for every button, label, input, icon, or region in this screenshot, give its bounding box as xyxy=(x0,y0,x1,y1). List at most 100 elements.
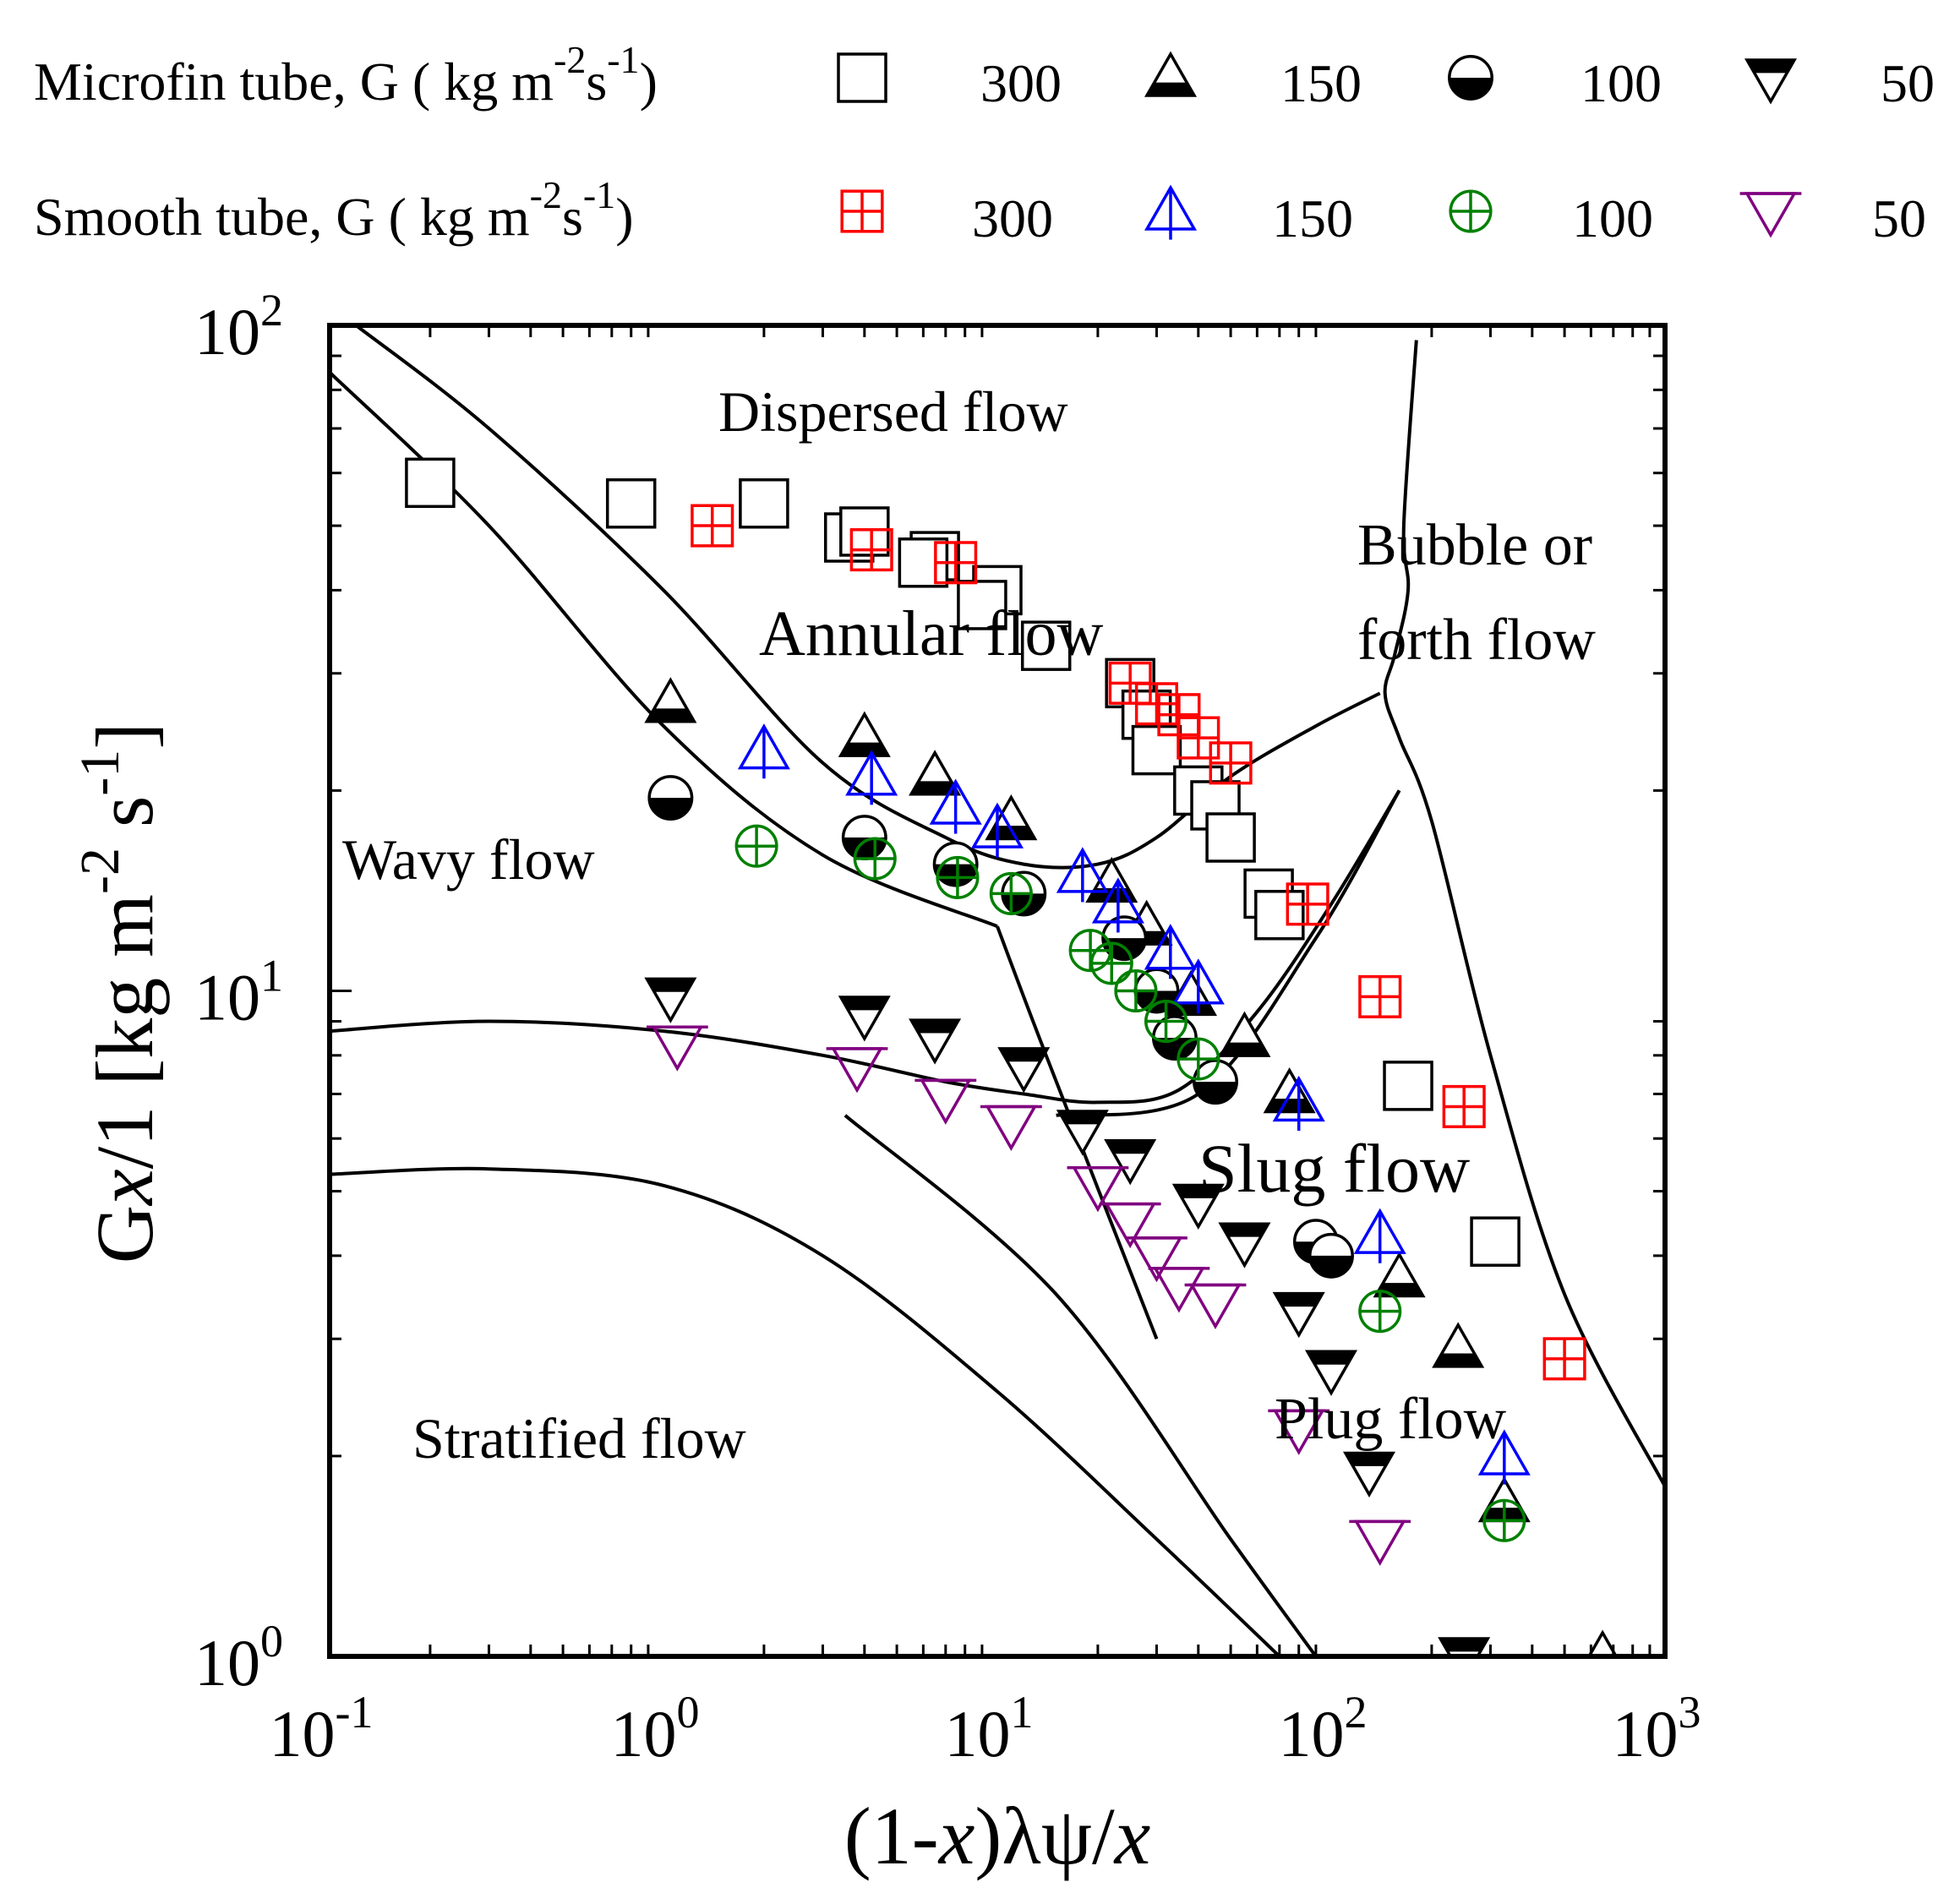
data-point xyxy=(997,1047,1051,1094)
series-microfin-tube-50 xyxy=(644,977,1491,1656)
data-point xyxy=(605,477,657,529)
data-point xyxy=(1218,1011,1271,1057)
axis-ticks xyxy=(330,324,1665,1658)
x-tick-label: 100 xyxy=(611,1687,700,1770)
data-point xyxy=(1067,1166,1129,1213)
data-point xyxy=(1438,1637,1491,1656)
boundary-line-3 xyxy=(996,925,1159,1340)
data-point xyxy=(647,775,694,821)
y-tick-label: 100 xyxy=(194,1616,283,1699)
legend-marker-smooth-300 xyxy=(840,189,884,233)
region-dispersed-label: Dispersed flow xyxy=(718,379,1068,444)
data-point xyxy=(1349,1519,1411,1566)
legend: Microfin tube, G ( kg m-2s-1) Smooth tub… xyxy=(34,38,1935,248)
region-bubble-label-line2: forth flow xyxy=(1357,608,1596,673)
data-point xyxy=(646,1025,708,1072)
legend-marker-smooth-100 xyxy=(1449,189,1493,233)
data-point xyxy=(1114,968,1158,1013)
data-point xyxy=(1263,1067,1316,1114)
legend-microfin-100-label: 100 xyxy=(1581,53,1662,113)
x-tick-label: 101 xyxy=(945,1687,1034,1770)
x-tick-label: 103 xyxy=(1613,1687,1701,1770)
data-point xyxy=(826,1047,888,1094)
data-point xyxy=(1477,1429,1531,1485)
region-labels: Dispersed flow Annular flow Wavy flow St… xyxy=(342,379,1596,1470)
data-point xyxy=(1482,1498,1526,1542)
series-microfin-tube-150 xyxy=(644,677,1619,1656)
data-point xyxy=(737,723,790,779)
data-point xyxy=(1442,1084,1486,1129)
y-axis-label: Gx/1 [kg m-2 s-1] xyxy=(69,723,170,1264)
data-point xyxy=(734,824,778,868)
legend-marker-microfin-50 xyxy=(1744,58,1798,105)
region-annular-label: Annular flow xyxy=(759,598,1103,669)
data-point xyxy=(1177,1037,1220,1081)
data-point xyxy=(405,457,456,509)
legend-microfin-150-label: 150 xyxy=(1280,53,1362,113)
legend-smooth-label: Smooth tube, G ( kg m-2s-1) xyxy=(34,173,634,247)
data-point xyxy=(1373,1252,1426,1298)
region-plug-label: Plug flow xyxy=(1275,1387,1507,1452)
data-point xyxy=(1104,1139,1157,1186)
boundary-line-4 xyxy=(330,789,1401,1105)
legend-smooth-150-label: 150 xyxy=(1272,188,1353,248)
data-point xyxy=(1144,999,1188,1044)
legend-smooth-50-label: 50 xyxy=(1872,188,1926,248)
data-point xyxy=(1353,1208,1406,1263)
data-point xyxy=(1171,958,1225,1014)
data-point xyxy=(691,504,734,548)
data-point xyxy=(644,677,697,723)
data-point xyxy=(957,580,1007,630)
data-point xyxy=(1089,941,1133,985)
data-point xyxy=(739,477,789,529)
y-tick-label: 102 xyxy=(194,285,283,368)
data-point xyxy=(1056,1110,1109,1156)
data-point xyxy=(1286,882,1329,926)
data-point xyxy=(1308,1232,1354,1279)
data-point xyxy=(1272,1291,1325,1339)
legend-microfin-label: Microfin tube, G ( kg m-2s-1) xyxy=(34,38,658,112)
data-point xyxy=(1099,1202,1161,1249)
data-point xyxy=(1144,924,1197,979)
data-point xyxy=(1470,1216,1521,1267)
y-tick-label: 101 xyxy=(194,951,283,1034)
data-point xyxy=(1184,1283,1247,1329)
legend-marker-smooth-150 xyxy=(1144,184,1198,240)
data-point xyxy=(1268,1409,1330,1455)
boundary-line-5 xyxy=(330,1166,1281,1656)
data-point xyxy=(1432,1322,1485,1368)
data-point xyxy=(929,778,982,834)
boundary-line-8 xyxy=(1056,789,1401,1117)
data-point xyxy=(1056,847,1109,903)
data-point xyxy=(1272,1075,1325,1131)
data-point xyxy=(936,855,980,899)
data-series xyxy=(405,457,1619,1656)
legend-microfin-50-label: 50 xyxy=(1881,53,1935,113)
data-point xyxy=(909,750,962,796)
series-smooth-tube-100 xyxy=(734,824,1526,1542)
data-point xyxy=(1020,620,1072,671)
data-point xyxy=(934,541,978,585)
series-smooth-tube-150 xyxy=(737,723,1531,1485)
data-point xyxy=(1134,682,1179,726)
boundary-line-6 xyxy=(844,1114,1318,1656)
data-point xyxy=(1209,741,1253,785)
data-point xyxy=(1193,1059,1238,1105)
data-point xyxy=(1148,1267,1210,1313)
data-point xyxy=(838,711,891,757)
legend-smooth-100-label: 100 xyxy=(1572,188,1653,248)
data-point xyxy=(1304,1350,1358,1396)
legend-markers xyxy=(837,51,1802,240)
x-tick-label: 10-1 xyxy=(270,1687,374,1770)
series-microfin-tube-300 xyxy=(405,457,1521,1267)
legend-marker-microfin-100 xyxy=(1448,55,1493,101)
boundary-line-7 xyxy=(1383,340,1665,1487)
data-point xyxy=(909,1018,962,1065)
data-point xyxy=(853,837,897,881)
x-axis-label: (1-x)λψ/x xyxy=(844,1791,1150,1881)
region-stratified-label: Stratified flow xyxy=(412,1406,746,1470)
series-smooth-tube-300 xyxy=(691,504,1586,1381)
